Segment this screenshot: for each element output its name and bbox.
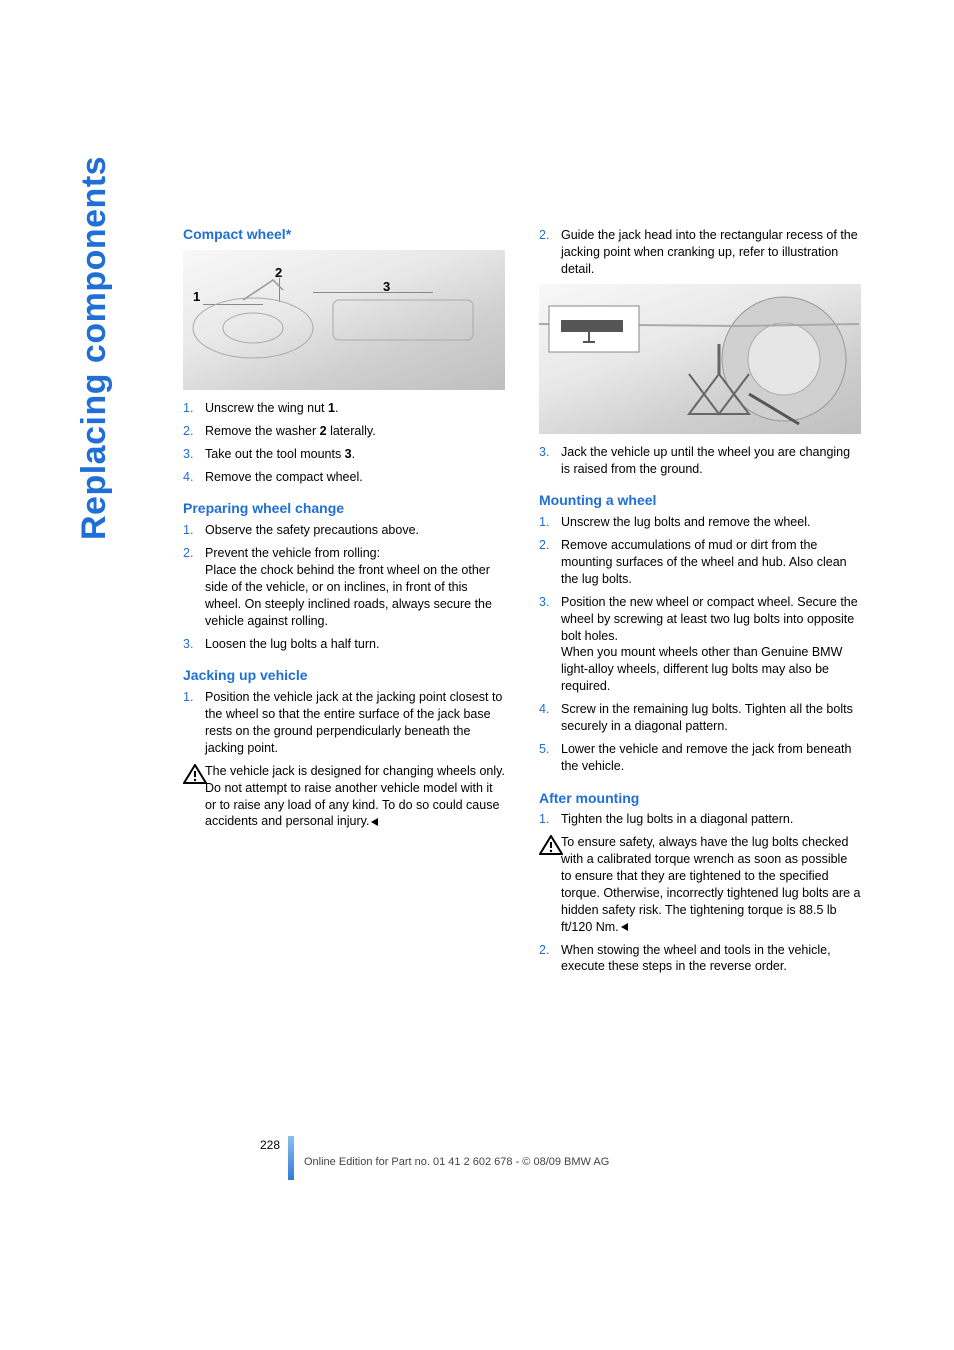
step-number: 2. (183, 423, 193, 440)
step-number: 1. (539, 811, 549, 828)
step-text: When stowing the wheel and tools in the … (561, 943, 831, 974)
step-text: Take out the tool mounts 3. (205, 447, 355, 461)
jacking-steps-left: 1. Position the vehicle jack at the jacki… (183, 689, 505, 757)
end-arrow-icon (371, 818, 378, 826)
warning-text: To ensure safety, always have the lug bo… (561, 835, 860, 933)
list-item: 2. Remove accumulations of mud or dirt fr… (539, 537, 861, 588)
step-number: 5. (539, 741, 549, 758)
step-number: 2. (539, 537, 549, 554)
step-number: 3. (183, 636, 193, 653)
step-number: 2. (539, 942, 549, 959)
step-number: 2. (183, 545, 193, 562)
heading-mounting: Mounting a wheel (539, 491, 861, 510)
step-text: Unscrew the lug bolts and remove the whe… (561, 515, 810, 529)
step-text: Screw in the remaining lug bolts. Tighte… (561, 702, 853, 733)
preparing-steps: 1.Observe the safety precautions above. … (183, 522, 505, 652)
list-item: 2. Guide the jack head into the rectangul… (539, 227, 861, 278)
step-number: 1. (539, 514, 549, 531)
list-item: 3. Position the new wheel or compact whee… (539, 594, 861, 695)
figure-jacking (539, 284, 861, 434)
step-text: Unscrew the wing nut 1. (205, 401, 338, 415)
step-text: Prevent the vehicle from rolling: Place … (205, 546, 492, 628)
list-item: 4. Remove the compact wheel. (183, 469, 505, 486)
left-column: Compact wheel* 1 2 3 1. Unscrew the wing … (183, 225, 505, 981)
list-item: 3. Loosen the lug bolts a half turn. (183, 636, 505, 653)
warning-text: The vehicle jack is designed for changin… (205, 764, 505, 829)
step-text: Position the vehicle jack at the jacking… (205, 690, 502, 755)
list-item: 1. Position the vehicle jack at the jacki… (183, 689, 505, 757)
warning-jack: The vehicle jack is designed for changin… (183, 763, 505, 831)
step-number: 4. (539, 701, 549, 718)
step-number: 1. (183, 522, 193, 539)
heading-jacking: Jacking up vehicle (183, 666, 505, 685)
figure-sketch (183, 250, 505, 390)
footer-text: Online Edition for Part no. 01 41 2 602 … (304, 1156, 609, 1168)
compact-wheel-steps: 1. Unscrew the wing nut 1. 2. Remove the w… (183, 400, 505, 486)
list-item: 1. Observe the safety precautions above. (183, 522, 505, 539)
list-item: 2. Remove the washer 2 laterally. (183, 423, 505, 440)
figure-compact-wheel: 1 2 3 (183, 250, 505, 390)
warning-torque: To ensure safety, always have the lug bo… (539, 834, 861, 935)
end-arrow-icon (621, 923, 628, 931)
mounting-steps: 1. Unscrew the lug bolts and remove the w… (539, 514, 861, 774)
list-item: 3. Jack the vehicle up until the wheel yo… (539, 444, 861, 478)
step-number: 2. (539, 227, 549, 244)
page-content: Compact wheel* 1 2 3 1. Unscrew the wing … (183, 225, 863, 981)
step-text: Remove the compact wheel. (205, 470, 363, 484)
step-number: 3. (539, 594, 549, 611)
list-item: 2. Prevent the vehicle from rolling: Plac… (183, 545, 505, 629)
figure-sketch (539, 284, 861, 434)
step-number: 4. (183, 469, 193, 486)
step-text: Lower the vehicle and remove the jack fr… (561, 742, 851, 773)
jacking-steps-right-top: 2. Guide the jack head into the rectangul… (539, 227, 861, 278)
list-item: 2. When stowing the wheel and tools in th… (539, 942, 861, 976)
page-accent-bar (288, 1136, 294, 1180)
list-item: 5. Lower the vehicle and remove the jack … (539, 741, 861, 775)
list-item: 4. Screw in the remaining lug bolts. Tigh… (539, 701, 861, 735)
list-item: 1. Tighten the lug bolts in a diagonal p… (539, 811, 861, 935)
heading-preparing: Preparing wheel change (183, 499, 505, 518)
heading-compact-wheel: Compact wheel* (183, 225, 505, 244)
step-text: Remove accumulations of mud or dirt from… (561, 538, 847, 586)
step-number: 1. (183, 400, 193, 417)
step-text: Guide the jack head into the rectangular… (561, 228, 858, 276)
step-text: Jack the vehicle up until the wheel you … (561, 445, 850, 476)
list-item: 1. Unscrew the wing nut 1. (183, 400, 505, 417)
warning-icon (183, 764, 207, 784)
list-item: 1. Unscrew the lug bolts and remove the w… (539, 514, 861, 531)
step-number: 3. (183, 446, 193, 463)
step-text: Position the new wheel or compact wheel.… (561, 595, 858, 693)
side-section-title: Replacing components (75, 156, 114, 540)
step-number: 1. (183, 689, 193, 706)
step-text: Observe the safety precautions above. (205, 523, 419, 537)
step-number: 3. (539, 444, 549, 461)
step-text: Tighten the lug bolts in a diagonal patt… (561, 812, 793, 826)
right-column: 2. Guide the jack head into the rectangul… (539, 225, 861, 981)
jacking-steps-right-bottom: 3. Jack the vehicle up until the wheel yo… (539, 444, 861, 478)
heading-after-mounting: After mounting (539, 789, 861, 808)
list-item: 3. Take out the tool mounts 3. (183, 446, 505, 463)
after-steps: 1. Tighten the lug bolts in a diagonal p… (539, 811, 861, 975)
page-number: 228 (260, 1138, 280, 1152)
step-text: Remove the washer 2 laterally. (205, 424, 376, 438)
step-text: Loosen the lug bolts a half turn. (205, 637, 379, 651)
warning-icon (539, 835, 563, 855)
